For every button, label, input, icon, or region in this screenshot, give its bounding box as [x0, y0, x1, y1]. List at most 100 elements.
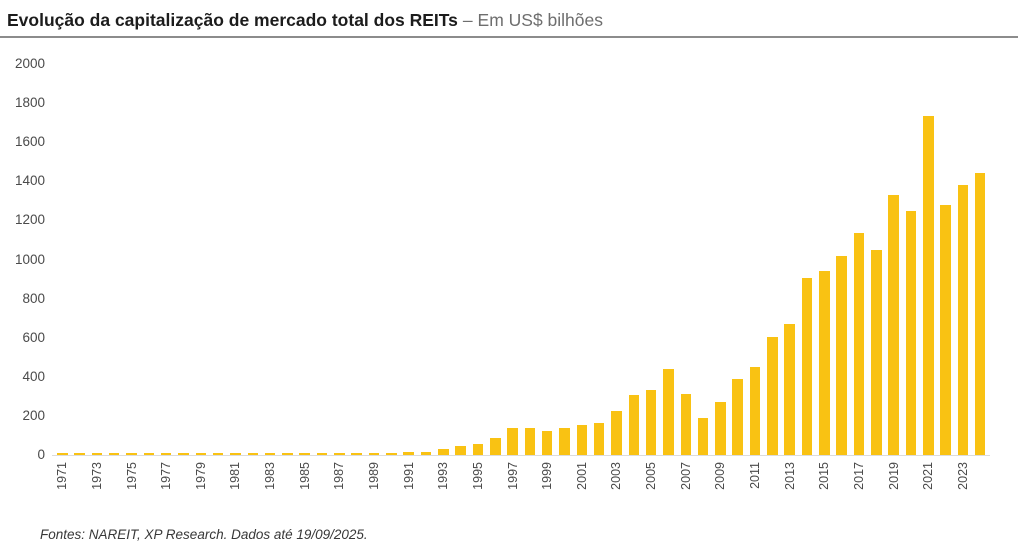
chart-bar-1983 — [264, 453, 276, 455]
chart-bar-1973 — [91, 453, 103, 455]
x-tick-label: 1983 — [263, 462, 278, 490]
x-tick-label: 1991 — [401, 462, 416, 490]
chart-bar-2016 — [836, 255, 847, 455]
chart-bar-1986 — [316, 453, 328, 455]
chart-bar-1990 — [386, 453, 397, 455]
chart-bar-1982 — [247, 453, 259, 455]
chart-bar-1988 — [351, 452, 362, 455]
x-tick-label: 2019 — [886, 462, 901, 490]
chart-bar-2023 — [957, 185, 969, 455]
chart-bar-1978 — [178, 453, 189, 455]
x-tick-label: 1973 — [89, 462, 104, 490]
y-tick-label: 1600 — [14, 134, 45, 150]
chart-bar-2001 — [576, 424, 588, 455]
y-tick-label: 400 — [22, 368, 45, 384]
x-tick-label: 2001 — [574, 462, 589, 490]
y-tick-label: 800 — [22, 290, 45, 306]
y-tick-label: 200 — [22, 407, 45, 423]
x-tick-label: 2005 — [644, 462, 659, 490]
chart-bar-1980 — [212, 453, 224, 455]
chart-bar-1977 — [160, 453, 172, 455]
x-tick-label: 1997 — [505, 462, 520, 490]
x-tick-label: 2009 — [713, 462, 728, 490]
chart-title: Evolução da capitalização de mercado tot… — [7, 10, 458, 30]
header-divider — [0, 36, 1018, 38]
chart-bar-1991 — [403, 452, 414, 455]
chart-bar-1985 — [299, 453, 310, 455]
chart-bar-2018 — [871, 250, 882, 455]
x-tick-label: 2017 — [851, 462, 866, 490]
x-tick-label: 1995 — [470, 462, 485, 490]
x-tick-label: 1971 — [55, 462, 70, 490]
y-tick-label: 600 — [22, 329, 45, 345]
chart-bar-2014 — [801, 277, 813, 455]
x-tick-label: 1979 — [193, 462, 208, 490]
x-tick-label: 2003 — [609, 462, 624, 490]
chart-bar-2000 — [559, 427, 570, 455]
chart-bar-1995 — [472, 443, 484, 455]
chart-bar-2015 — [819, 271, 830, 455]
chart-bar-2007 — [680, 394, 692, 455]
y-tick-label: 1000 — [14, 251, 45, 267]
chart-bar-2019 — [888, 195, 899, 455]
chart-bar-1971 — [57, 453, 68, 455]
chart-bar-1974 — [108, 453, 120, 455]
x-tick-label: 1999 — [540, 462, 555, 490]
y-tick-label: 1200 — [14, 212, 45, 228]
chart-bar-2004 — [628, 394, 640, 455]
chart-bar-1998 — [524, 427, 536, 455]
chart-bar-1997 — [507, 427, 518, 455]
x-tick-label: 1977 — [159, 462, 174, 490]
chart-bar-2022 — [940, 204, 951, 455]
x-tick-label: 2023 — [955, 462, 970, 490]
chart-bar-1975 — [126, 453, 137, 455]
y-tick-label: 1400 — [14, 173, 45, 189]
chart-bar-2008 — [697, 417, 709, 455]
x-tick-label: 1981 — [228, 462, 243, 490]
x-tick-label: 1975 — [124, 462, 139, 490]
chart-bar-2009 — [715, 401, 726, 455]
y-tick-label: 2000 — [14, 56, 45, 71]
chart-bar-1984 — [282, 453, 293, 455]
x-tick-label: 1987 — [332, 462, 347, 490]
chart-bar-1972 — [74, 453, 85, 455]
chart-bar-2024 — [974, 172, 986, 455]
chart-bar-1987 — [334, 453, 345, 455]
chart-subtitle: – Em US$ bilhões — [462, 10, 603, 30]
chart-bar-2010 — [732, 378, 743, 455]
chart-bar-2017 — [853, 233, 865, 455]
x-axis-line — [52, 455, 990, 456]
chart-bar-2005 — [645, 390, 657, 455]
chart-bar-2021 — [923, 115, 934, 455]
chart-bar-2020 — [905, 210, 917, 455]
x-tick-label: 2007 — [678, 462, 693, 490]
chart-bar-1996 — [490, 437, 501, 455]
x-tick-label: 1993 — [436, 462, 451, 490]
chart-bar-2002 — [593, 423, 605, 455]
chart-bar-1981 — [230, 453, 241, 455]
x-tick-label: 2015 — [817, 462, 832, 490]
chart-bar-2006 — [663, 369, 674, 455]
y-tick-label: 1800 — [14, 95, 45, 111]
chart-bar-1979 — [195, 453, 207, 455]
chart-header: Evolução da capitalização de mercado tot… — [7, 8, 603, 32]
source-note: Fontes: NAREIT, XP Research. Dados até 1… — [40, 527, 368, 542]
chart-bar-1999 — [541, 430, 553, 455]
chart-bar-2012 — [767, 337, 778, 455]
x-tick-label: 2021 — [921, 462, 936, 490]
chart-bar-2013 — [784, 323, 795, 455]
chart-bar-1993 — [438, 448, 449, 455]
x-tick-label: 1989 — [367, 462, 381, 490]
chart-bar-1994 — [455, 446, 466, 455]
chart-bar-1989 — [368, 452, 380, 455]
chart-bar-1976 — [143, 453, 155, 455]
y-tick-label: 0 — [37, 447, 45, 462]
x-tick-label: 1985 — [297, 462, 312, 490]
chart-bar-1992 — [420, 451, 432, 455]
x-tick-label: 2011 — [748, 462, 763, 489]
x-tick-label: 2013 — [782, 462, 797, 490]
chart-bar-2011 — [749, 366, 761, 455]
chart-bar-2003 — [611, 411, 622, 455]
